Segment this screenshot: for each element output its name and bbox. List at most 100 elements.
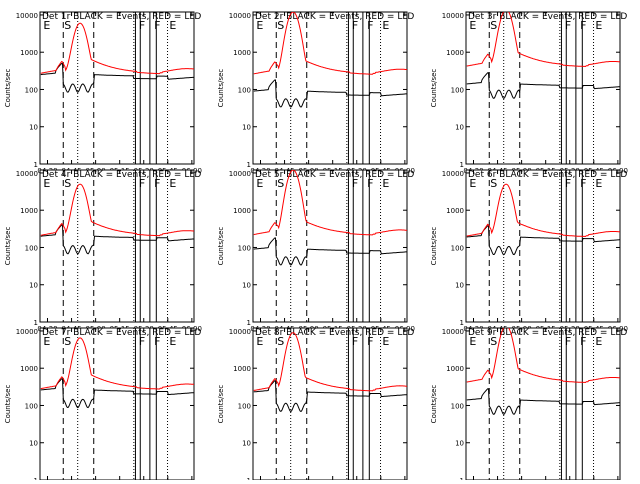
flag-letter: E (256, 335, 263, 348)
chart-title: Det 4r BLACK = Events, RED = LLD (42, 170, 201, 180)
flag-letter: E (382, 19, 389, 32)
events-series-line (466, 72, 620, 100)
y-tick-label: 10 (242, 440, 251, 448)
lld-series-line (466, 12, 620, 68)
y-axis-label: Counts/sec (430, 69, 438, 108)
y-axis-label: Counts/sec (4, 227, 12, 266)
y-tick-label: 1 (460, 161, 464, 169)
chart-title: Det 8r BLACK = Events, RED = LLD (255, 328, 414, 338)
y-tick-label: 100 (25, 86, 38, 94)
y-tick-label: 100 (451, 402, 464, 410)
events-series-line (40, 62, 194, 93)
y-tick-label: 1000 (20, 49, 38, 57)
y-tick-label: 1000 (446, 365, 464, 373)
flag-letter: F (352, 177, 358, 190)
lld-series-line (253, 170, 407, 236)
chart-panel-4: Det 4r BLACK = Events, RED = LLD Counts/s… (4, 169, 202, 341)
y-tick-label: 10000 (16, 12, 38, 20)
y-tick-label: 1000 (233, 207, 251, 215)
events-series-line (253, 237, 407, 266)
flag-letter: F (139, 19, 145, 32)
chart-panel-5: Det 5r BLACK = Events, RED = LLD Counts/s… (217, 169, 415, 341)
chart-panel-6: Det 6r BLACK = Events, RED = LLD Counts/s… (430, 169, 628, 341)
plot-frame (252, 11, 408, 165)
events-series-line (40, 378, 194, 409)
y-tick-label: 10000 (229, 328, 251, 336)
y-axis-label: Counts/sec (217, 69, 225, 108)
flag-letter: E (43, 335, 50, 348)
chart-title: Det 9r BLACK = Events, RED = LLD (468, 328, 627, 338)
flag-letter: E (256, 19, 263, 32)
lld-series-line (40, 183, 194, 237)
y-tick-label: 10000 (442, 12, 464, 20)
y-axis-label: Counts/sec (217, 385, 225, 424)
flag-letter: F (367, 19, 373, 32)
y-tick-label: 1000 (233, 365, 251, 373)
chart-title: Det 1r BLACK = Events, RED = LLD (42, 12, 201, 22)
y-tick-label: 10000 (16, 328, 38, 336)
flag-letter: S (64, 177, 71, 190)
lld-series-line (40, 22, 194, 75)
events-series-line (466, 388, 620, 416)
flag-letter: F (580, 177, 586, 190)
y-tick-label: 10 (29, 124, 38, 132)
y-tick-label: 100 (238, 244, 251, 252)
y-tick-label: 10000 (442, 328, 464, 336)
y-tick-label: 10 (455, 124, 464, 132)
flag-letter: F (352, 335, 358, 348)
lld-series-line (466, 328, 620, 384)
flag-letter: S (277, 19, 284, 32)
y-tick-label: 10 (455, 440, 464, 448)
flag-letter: F (580, 335, 586, 348)
flag-letter: E (43, 177, 50, 190)
flag-letter: E (43, 19, 50, 32)
y-tick-label: 1000 (20, 365, 38, 373)
plot-frame (252, 327, 408, 481)
y-tick-label: 10 (29, 440, 38, 448)
y-axis-label: Counts/sec (4, 385, 12, 424)
lld-series-line (40, 337, 194, 390)
plot-frame (39, 169, 195, 323)
flag-letter: E (469, 19, 476, 32)
flag-letter: E (256, 177, 263, 190)
flag-letter: F (565, 335, 571, 348)
chart-panel-3: Det 3r BLACK = Events, RED = LLD Counts/s… (430, 11, 628, 183)
flag-letter: E (595, 19, 602, 32)
flag-letter: F (565, 177, 571, 190)
chart-panel-8: Det 8r BLACK = Events, RED = LLD Counts/s… (217, 327, 415, 484)
flag-letter: F (139, 335, 145, 348)
y-axis-label: Counts/sec (430, 385, 438, 424)
chart-panel-7: Det 7r BLACK = Events, RED = LLD Counts/s… (4, 327, 202, 484)
y-axis-label: Counts/sec (430, 227, 438, 266)
y-tick-label: 100 (25, 244, 38, 252)
y-tick-label: 1000 (446, 207, 464, 215)
y-tick-label: 10 (455, 282, 464, 290)
flag-letter: F (367, 177, 373, 190)
y-tick-label: 10000 (442, 170, 464, 178)
flag-letter: F (565, 19, 571, 32)
y-tick-label: 1 (247, 319, 251, 327)
flag-letter: E (469, 335, 476, 348)
flag-letter: S (490, 19, 497, 32)
lld-series-line (466, 183, 620, 238)
y-tick-label: 1000 (446, 49, 464, 57)
y-tick-label: 1 (460, 319, 464, 327)
chart-title: Det 7r BLACK = Events, RED = LLD (42, 328, 201, 338)
y-tick-label: 10000 (16, 170, 38, 178)
y-tick-label: 10 (242, 282, 251, 290)
flag-letter: F (367, 335, 373, 348)
y-tick-label: 100 (451, 244, 464, 252)
y-tick-label: 1000 (233, 49, 251, 57)
flag-letter: S (277, 177, 284, 190)
flag-letter: S (64, 335, 71, 348)
chart-title: Det 6r BLACK = Events, RED = LLD (468, 170, 627, 180)
